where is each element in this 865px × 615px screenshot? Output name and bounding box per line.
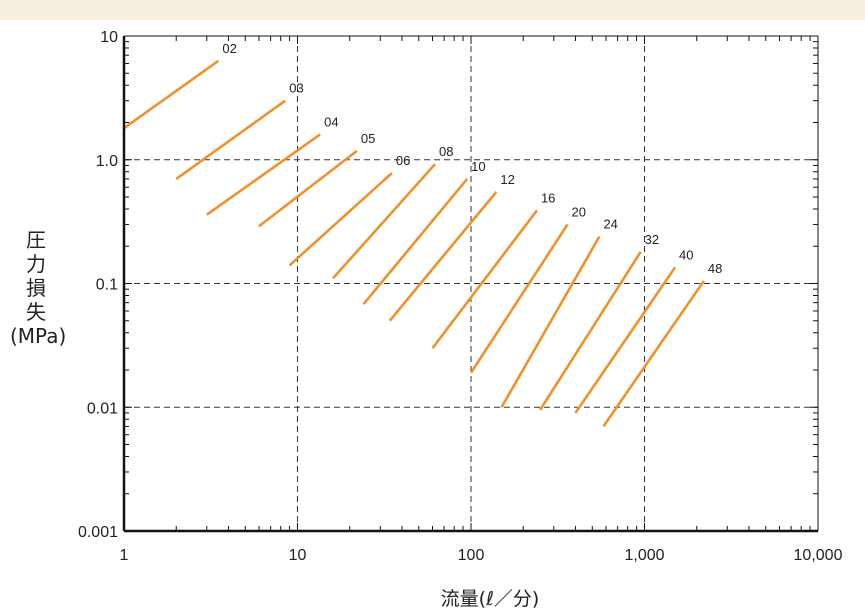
x-axis-label: 流量(ℓ／分) (440, 588, 540, 610)
y-axis-label-line: (MPa) (10, 324, 67, 348)
y-tick-label: 0.01 (87, 400, 118, 417)
series-lines (123, 59, 705, 428)
series-label-16: 16 (541, 190, 555, 205)
series-line-16 (431, 209, 539, 349)
series-labels: 02 03 04 05 06 08 10 12 16 20 24 32 40 48 (222, 41, 722, 276)
series-label-32: 32 (645, 232, 659, 247)
series-line-04 (206, 133, 321, 216)
x-tick-label: 10,000 (794, 547, 843, 564)
x-tick-label: 100 (458, 547, 485, 564)
series-line-20 (469, 223, 569, 374)
y-tick-label: 0.1 (96, 277, 118, 294)
series-line-24 (500, 235, 601, 408)
y-tick-label: 10 (100, 29, 118, 46)
y-axis-label-line: 損 (26, 276, 46, 300)
y-axis-label-line: 力 (26, 252, 46, 276)
y-axis-label: 圧 力 損 失 (MPa) (10, 228, 67, 348)
series-line-32 (538, 251, 642, 411)
series-line-08 (331, 163, 436, 280)
y-tick-label: 0.001 (78, 524, 118, 541)
series-label-06: 06 (396, 153, 410, 168)
series-label-04: 04 (324, 114, 338, 129)
series-line-06 (288, 172, 393, 267)
series-label-05: 05 (361, 131, 375, 146)
grid-lines (124, 36, 818, 531)
series-label-48: 48 (708, 261, 722, 276)
series-line-03 (175, 99, 287, 180)
series-label-20: 20 (572, 204, 586, 219)
x-tick-label: 10 (289, 547, 307, 564)
tick-labels: 1 10 100 1,000 10,000 0.001 0.01 0.1 1.0 10 (78, 29, 843, 564)
series-label-24: 24 (603, 216, 617, 231)
y-axis-label-line: 圧 (26, 228, 46, 252)
top-band (0, 0, 865, 20)
series-label-12: 12 (500, 172, 514, 187)
series-label-10: 10 (471, 159, 485, 174)
series-line-40 (574, 266, 677, 414)
y-axis-label-line: 失 (26, 300, 46, 324)
series-line-02 (123, 59, 220, 130)
series-label-40: 40 (679, 247, 693, 262)
series-line-10 (362, 178, 469, 306)
series-line-12 (388, 191, 498, 322)
tick-marks (124, 36, 818, 531)
series-label-03: 03 (289, 81, 303, 96)
series-line-05 (258, 149, 358, 228)
series-label-08: 08 (439, 144, 453, 159)
series-label-02: 02 (222, 41, 236, 56)
x-tick-label: 1,000 (624, 547, 664, 564)
series-line-48 (602, 280, 705, 428)
x-tick-label: 1 (120, 547, 129, 564)
y-tick-label: 1.0 (96, 153, 118, 170)
